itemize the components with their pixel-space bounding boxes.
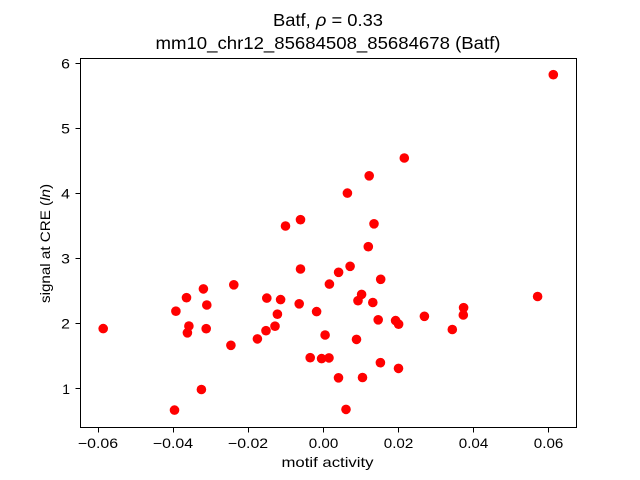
svg-text:2: 2 (61, 316, 70, 332)
svg-text:signal at CRE (ln): signal at CRE (ln) (37, 184, 53, 303)
svg-text:motif activity: motif activity (282, 454, 374, 470)
svg-text:6: 6 (61, 55, 70, 71)
svg-text:−0.04: −0.04 (153, 435, 194, 451)
svg-text:5: 5 (61, 120, 70, 136)
svg-text:0.00: 0.00 (309, 435, 339, 451)
svg-text:4: 4 (61, 186, 70, 202)
svg-text:0.02: 0.02 (384, 435, 414, 451)
svg-text:0.04: 0.04 (459, 435, 489, 451)
svg-text:−0.06: −0.06 (78, 435, 119, 451)
svg-text:3: 3 (61, 251, 70, 267)
svg-text:1: 1 (62, 381, 70, 397)
svg-text:Batf, ρ = 0.33: Batf, ρ = 0.33 (273, 10, 383, 30)
svg-text:mm10_chr12_85684508_85684678 (: mm10_chr12_85684508_85684678 (Batf) (156, 33, 501, 53)
svg-text:0.06: 0.06 (534, 435, 564, 451)
svg-text:−0.02: −0.02 (228, 435, 269, 451)
